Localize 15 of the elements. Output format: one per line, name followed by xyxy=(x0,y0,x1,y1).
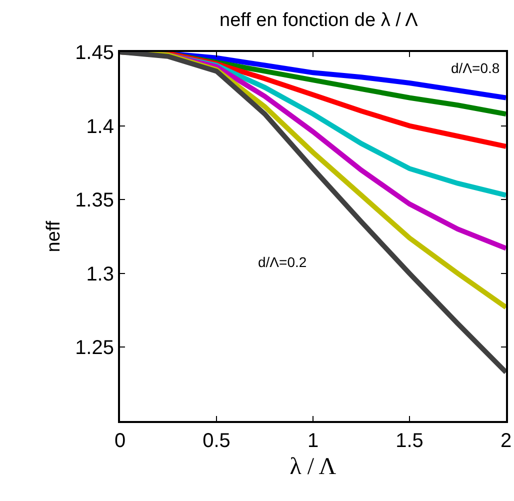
x-tick-label: 0 xyxy=(114,430,126,452)
y-tick-label: 1.3 xyxy=(86,263,114,286)
x-tick-label: 2 xyxy=(500,430,512,452)
y-tick-label: 1.25 xyxy=(75,337,114,360)
x-tick-label: 1.5 xyxy=(396,430,424,452)
y-tick-label: 1.35 xyxy=(75,190,114,212)
y-tick-label: 1.4 xyxy=(86,116,114,138)
x-tick-label: 1 xyxy=(307,430,319,452)
y-tick-label: 1.45 xyxy=(75,42,114,64)
chart-title: neff en fonction de λ / Λ xyxy=(220,10,418,31)
annotation: d/Λ=0.8 xyxy=(451,60,500,76)
x-axis-title: λ / Λ xyxy=(290,454,337,480)
x-tick-label: 0.5 xyxy=(202,430,230,452)
y-axis-title: neff xyxy=(43,220,64,252)
annotation: d/Λ=0.2 xyxy=(258,254,307,270)
